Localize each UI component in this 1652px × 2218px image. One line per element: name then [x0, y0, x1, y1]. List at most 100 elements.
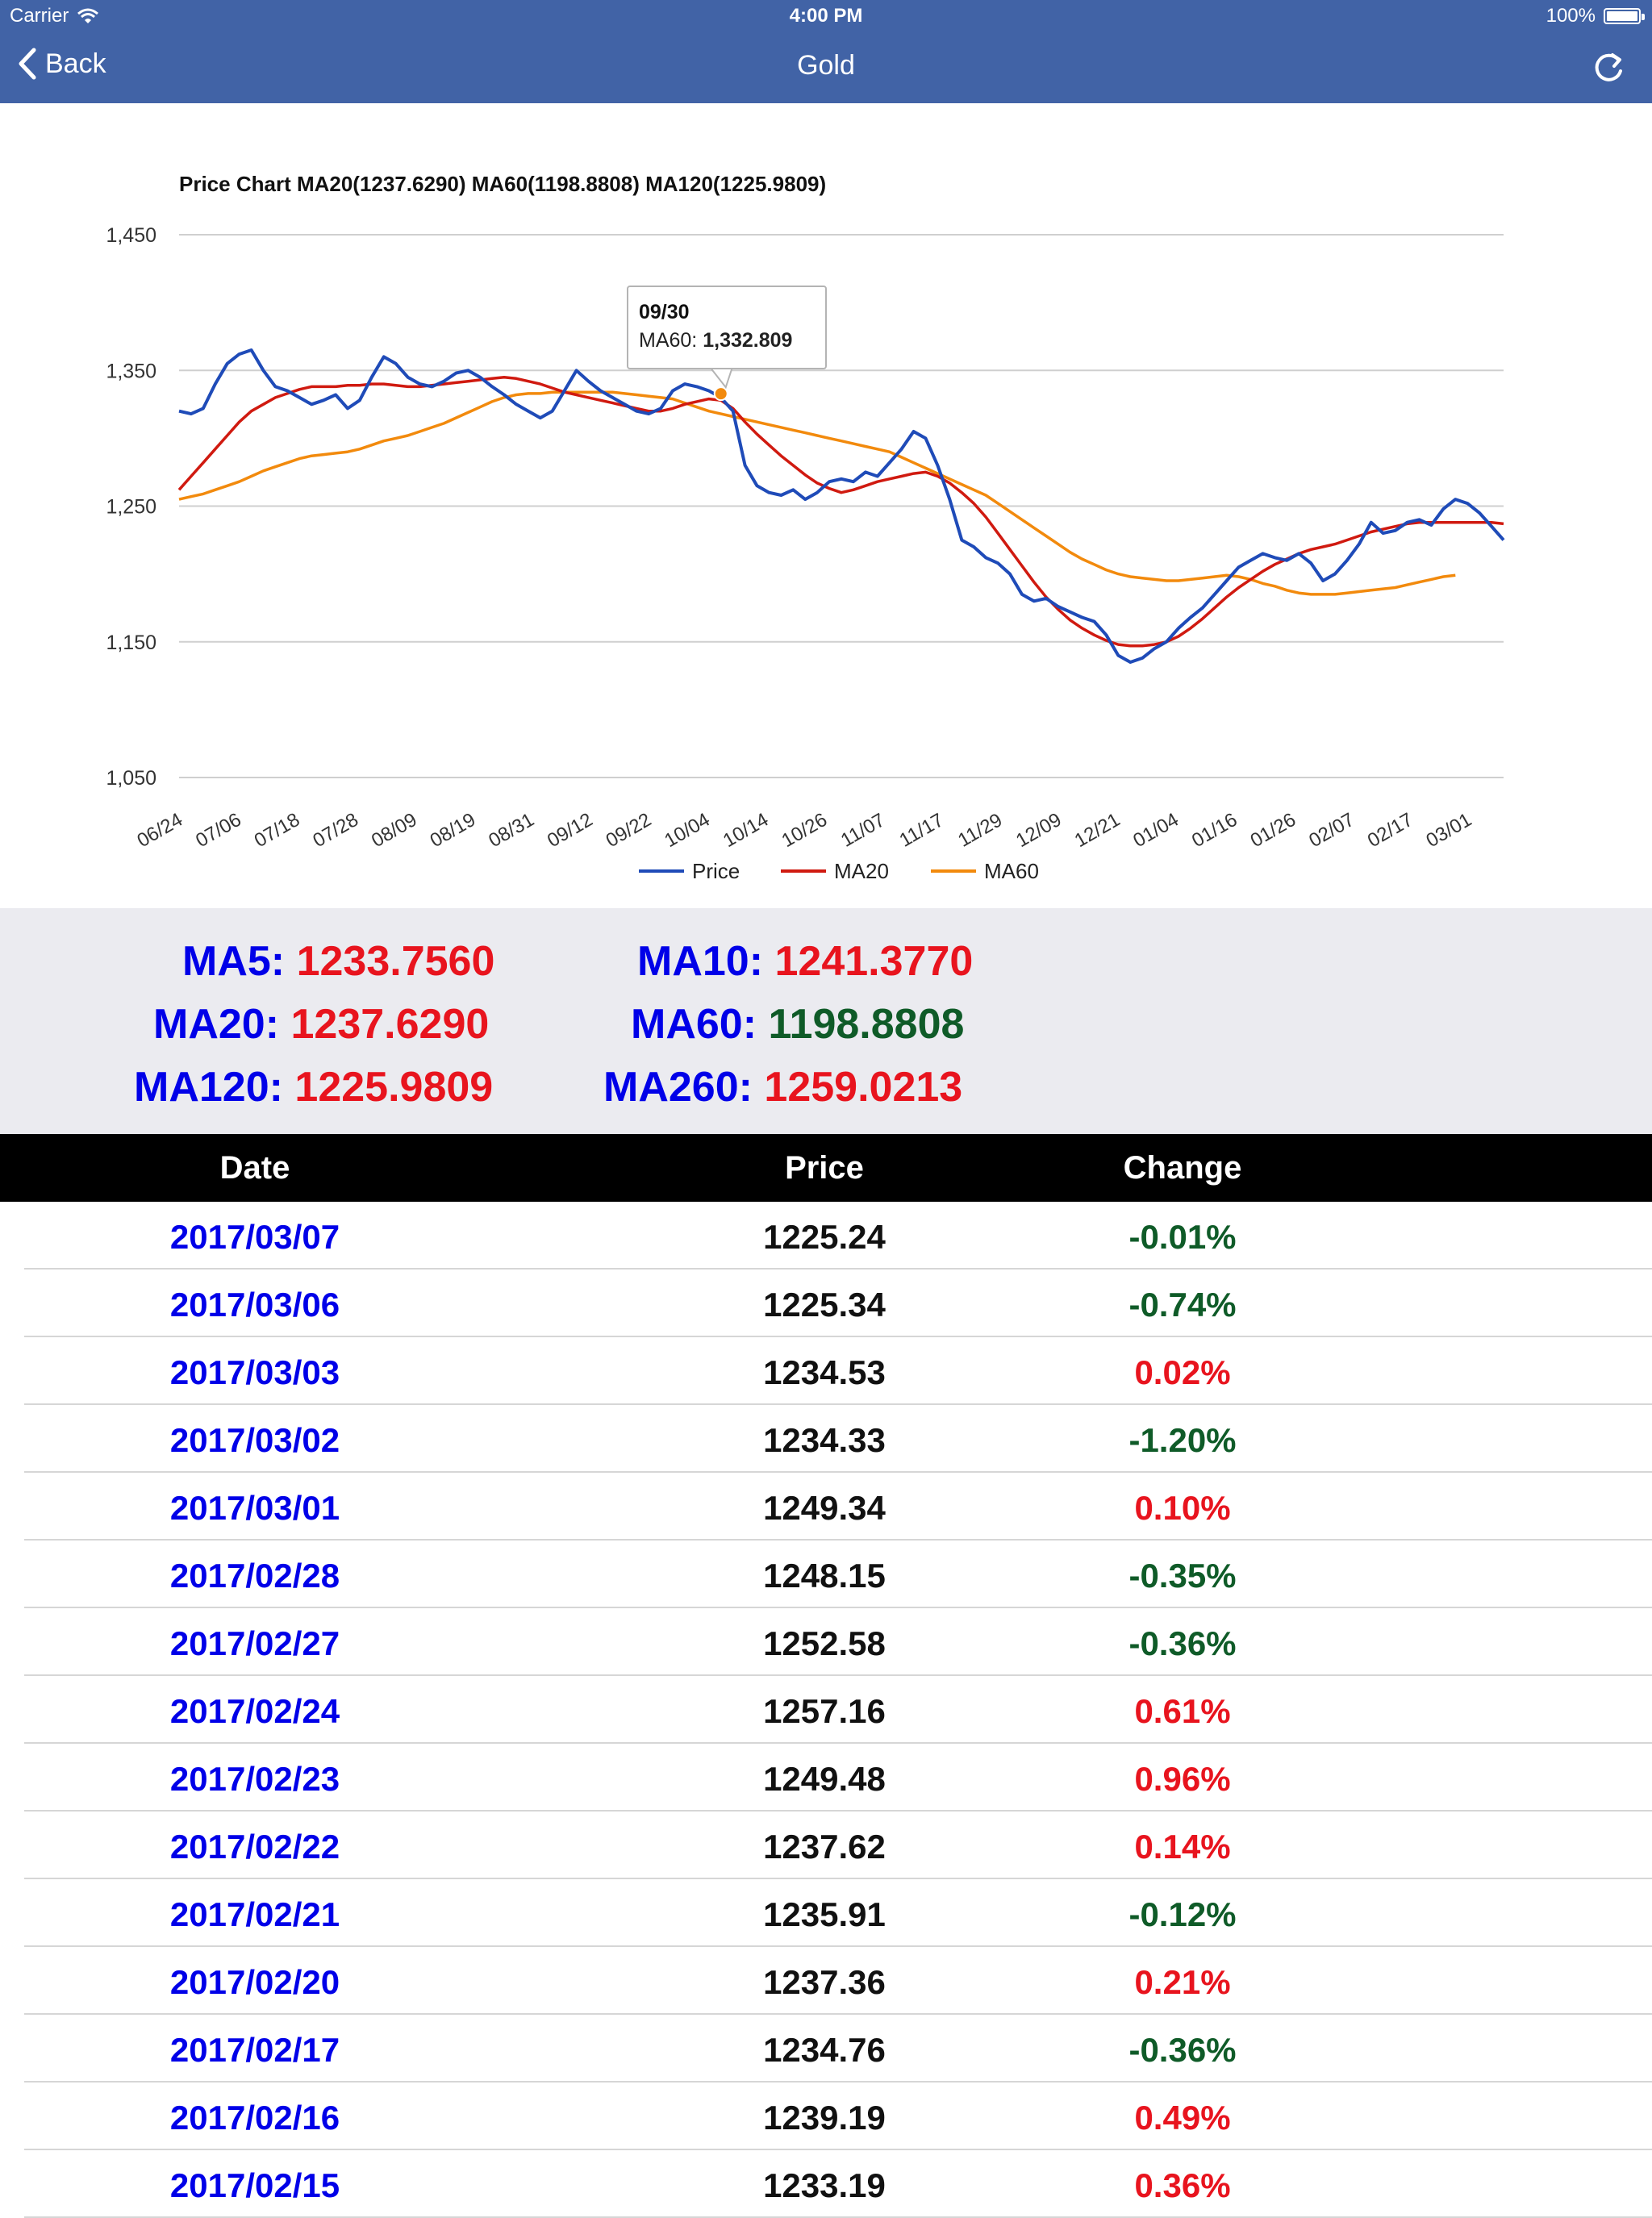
row-change: 0.14%	[1134, 1828, 1231, 1866]
x-tick-label: 03/01	[1422, 809, 1475, 852]
chart-legend: Price MA20 MA60	[639, 859, 1039, 883]
tooltip-line: MA60: 1,332.809	[639, 329, 792, 352]
row-change: -0.01%	[1128, 1218, 1237, 1256]
x-tick-label: 08/31	[485, 809, 538, 852]
row-date: 2017/02/27	[169, 1624, 340, 1662]
series-line-price[interactable]	[178, 348, 1505, 664]
row-date: 2017/02/28	[169, 1557, 340, 1595]
table-row[interactable]: 2017/02/20 1237.36 0.21%	[24, 1947, 1652, 2015]
x-tick-label: 10/14	[720, 809, 773, 852]
table-row[interactable]: 2017/03/07 1225.24 -0.01%	[24, 1202, 1652, 1270]
row-price: 1234.33	[763, 1421, 886, 1459]
legend-label-ma20[interactable]: MA20	[834, 859, 889, 883]
ma-key: MA20:	[153, 1001, 280, 1048]
table-row[interactable]: 2017/03/02 1234.33 -1.20%	[24, 1405, 1652, 1473]
tooltip-date: 09/30	[639, 301, 690, 323]
row-date: 2017/02/21	[169, 1895, 340, 1933]
price-chart-svg[interactable]: Price Chart MA20(1237.6290) MA60(1198.88…	[0, 103, 1652, 908]
table-row[interactable]: 2017/02/21 1235.91 -0.12%	[24, 1879, 1652, 1947]
ma-value: 1198.8808	[768, 1001, 965, 1048]
page-title: Gold	[797, 50, 855, 81]
ma-item-ma20: MA20: 1237.6290	[153, 1000, 489, 1049]
x-tick-label: 08/09	[368, 809, 421, 852]
ma-value: 1241.3770	[774, 938, 974, 985]
series-line-ma20[interactable]	[177, 375, 1504, 648]
x-tick-label: 12/09	[1012, 809, 1066, 852]
column-header-change[interactable]: Change	[1123, 1150, 1242, 1186]
tooltip-label: MA60:	[639, 329, 697, 352]
table-row[interactable]: 2017/02/28 1248.15 -0.35%	[24, 1541, 1652, 1608]
row-change: -0.35%	[1128, 1557, 1237, 1595]
x-tick-label: 01/04	[1129, 809, 1183, 852]
row-price: 1237.36	[763, 1963, 886, 2001]
row-price: 1225.34	[763, 1286, 886, 1324]
tooltip-point[interactable]	[713, 386, 728, 402]
legend-label-ma60[interactable]: MA60	[984, 859, 1039, 883]
table-row[interactable]: 2017/02/16 1239.19 0.49%	[24, 2083, 1652, 2150]
y-tick-label: 1,450	[106, 224, 156, 247]
back-button[interactable]: Back	[18, 47, 106, 81]
ma-key: MA60:	[631, 1001, 757, 1048]
row-price: 1239.19	[763, 2099, 886, 2137]
row-date: 2017/03/02	[169, 1421, 340, 1459]
price-chart[interactable]: Price Chart MA20(1237.6290) MA60(1198.88…	[0, 103, 1652, 908]
row-change: 0.49%	[1134, 2099, 1231, 2137]
table-row[interactable]: 2017/02/23 1249.48 0.96%	[24, 1744, 1652, 1812]
column-header-price[interactable]: Price	[785, 1150, 864, 1186]
table-row[interactable]: 2017/02/22 1237.62 0.14%	[24, 1812, 1652, 1879]
row-date: 2017/02/24	[169, 1692, 340, 1730]
row-price: 1248.15	[763, 1557, 886, 1595]
x-tick-label: 12/21	[1071, 809, 1124, 852]
table-row[interactable]: 2017/02/24 1257.16 0.61%	[24, 1676, 1652, 1744]
row-price: 1257.16	[763, 1692, 886, 1730]
x-tick-label: 07/18	[251, 809, 304, 852]
series-line-ma60[interactable]	[178, 390, 1456, 596]
navigation-bar: Back Gold	[0, 32, 1652, 103]
chevron-left-icon	[19, 48, 36, 80]
row-date: 2017/03/03	[169, 1353, 340, 1391]
table-header: Date Price Change	[0, 1134, 1652, 1202]
row-price: 1235.91	[763, 1895, 886, 1933]
status-bar: Carrier 4:00 PM 100%	[0, 0, 1652, 32]
battery-indicator: 100%	[1546, 5, 1645, 27]
battery-percent: 100%	[1546, 5, 1596, 27]
status-time: 4:00 PM	[789, 5, 863, 27]
x-tick-label: 02/17	[1364, 809, 1417, 852]
ma-key: MA5:	[182, 938, 286, 985]
price-table[interactable]: 2017/03/07 1225.24 -0.01% 2017/03/06 1225.34…	[0, 1202, 1652, 2218]
table-row[interactable]: 2017/02/17 1234.76 -0.36%	[24, 2015, 1652, 2083]
chart-tooltip: 09/30 MA60: 1,332.809	[627, 286, 827, 390]
table-row[interactable]: 2017/02/27 1252.58 -0.36%	[24, 1608, 1652, 1676]
row-change: 0.36%	[1134, 2166, 1231, 2204]
row-date: 2017/03/07	[169, 1218, 340, 1256]
tooltip-value: 1,332.809	[703, 329, 792, 352]
ma-value: 1237.6290	[290, 1001, 490, 1048]
legend-label-price[interactable]: Price	[692, 859, 740, 883]
row-date: 2017/03/01	[169, 1489, 340, 1527]
table-row[interactable]: 2017/03/03 1234.53 0.02%	[24, 1337, 1652, 1405]
x-tick-label: 11/17	[896, 809, 948, 852]
x-tick-label: 07/28	[309, 809, 362, 852]
y-tick-label: 1,050	[106, 767, 156, 790]
table-row[interactable]: 2017/03/01 1249.34 0.10%	[24, 1473, 1652, 1541]
x-tick-label: 09/12	[544, 809, 597, 852]
row-price: 1233.19	[763, 2166, 886, 2204]
ma-key: MA260:	[603, 1064, 753, 1111]
column-header-date[interactable]: Date	[219, 1150, 290, 1186]
carrier-label: Carrier	[10, 5, 69, 27]
x-tick-label: 01/26	[1247, 809, 1300, 852]
table-row[interactable]: 2017/03/06 1225.34 -0.74%	[24, 1270, 1652, 1337]
x-tick-label: 11/29	[954, 809, 1006, 852]
table-row[interactable]: 2017/02/15 1233.19 0.36%	[24, 2150, 1652, 2218]
wifi-icon	[77, 8, 99, 23]
refresh-icon[interactable]	[1587, 47, 1629, 89]
x-tick-label: 06/24	[133, 809, 186, 852]
ma-item-ma120: MA120: 1225.9809	[134, 1063, 493, 1111]
row-date: 2017/02/17	[169, 2031, 340, 2069]
ma-item-ma60: MA60: 1198.8808	[631, 1000, 964, 1049]
ma-item-ma10: MA10: 1241.3770	[637, 937, 973, 986]
row-date: 2017/02/15	[169, 2166, 340, 2204]
row-change: 0.02%	[1134, 1353, 1231, 1391]
ma-key: MA10:	[637, 938, 764, 985]
x-tick-label: 10/04	[661, 809, 714, 852]
